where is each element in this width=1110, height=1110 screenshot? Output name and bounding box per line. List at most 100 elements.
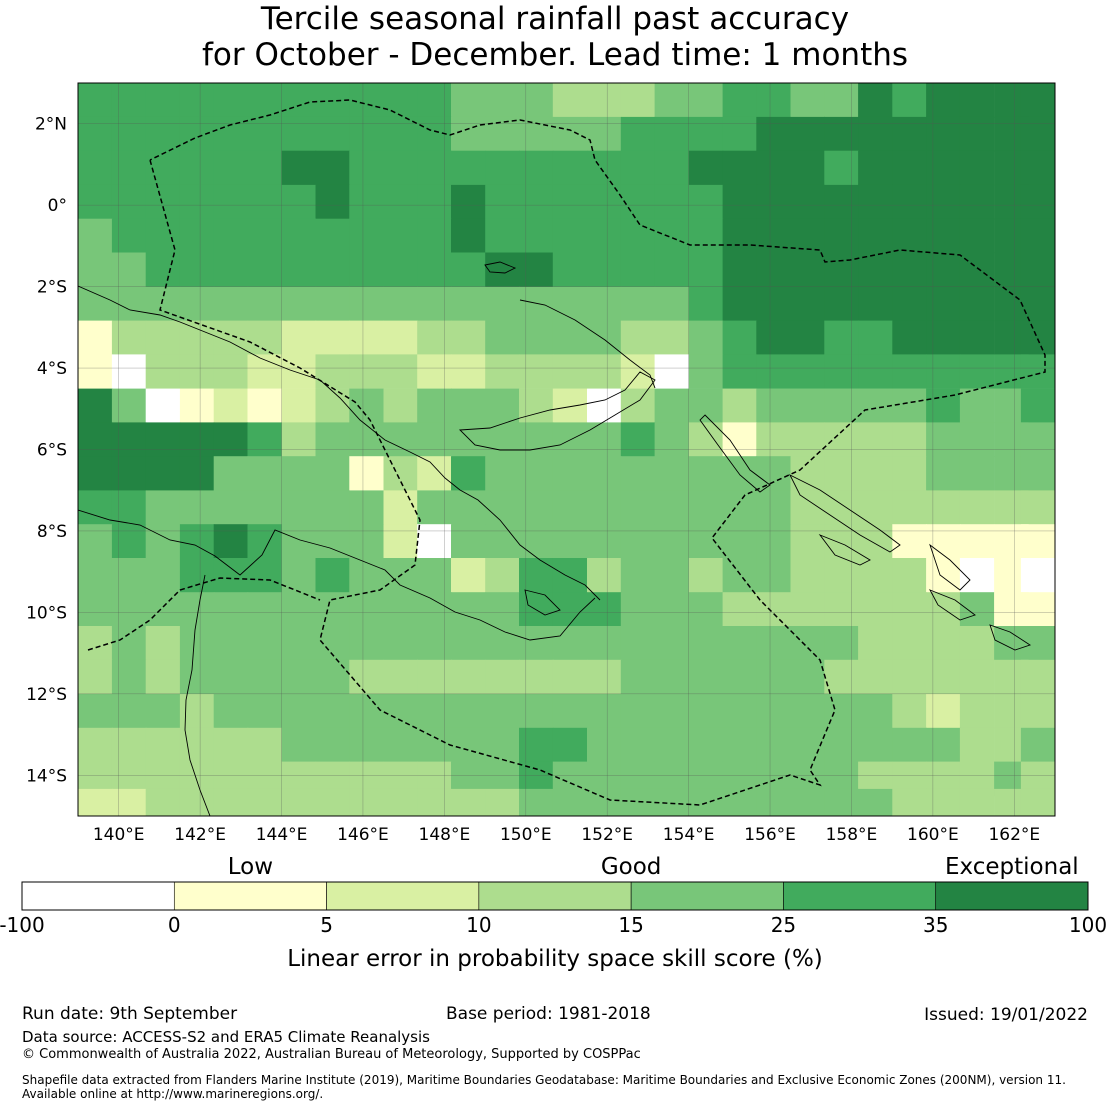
heatmap-cell xyxy=(111,524,147,559)
latitude-tick-label: 6°S xyxy=(37,441,67,461)
heatmap-cell xyxy=(959,116,995,152)
heatmap-cell xyxy=(349,184,384,220)
heatmap-cell xyxy=(926,184,961,220)
heatmap-cell xyxy=(519,727,554,763)
heatmap-cell xyxy=(620,788,656,816)
heatmap-cell xyxy=(790,422,825,457)
heatmap-cell xyxy=(858,388,893,424)
heatmap-cell xyxy=(247,788,282,816)
heatmap-cell xyxy=(722,388,758,424)
heatmap-cell xyxy=(654,626,690,661)
heatmap-cell xyxy=(654,286,690,322)
coastline-solomons-makira xyxy=(929,589,976,621)
coastline-solomons-malaita xyxy=(929,543,971,591)
heatmap-cell xyxy=(790,354,825,389)
heatmap-cell xyxy=(620,150,656,186)
heatmap-cell xyxy=(824,558,859,593)
heatmap-cell xyxy=(519,524,554,559)
heatmap-cell xyxy=(247,218,282,254)
heatmap-cell xyxy=(247,694,282,729)
heatmap-cell xyxy=(315,788,350,816)
heatmap-cell xyxy=(145,320,181,356)
heatmap-cell xyxy=(247,592,282,627)
heatmap-cell xyxy=(654,150,690,186)
heatmap-cell xyxy=(485,456,520,491)
longitude-tick-label: 144°E xyxy=(256,825,308,845)
heatmap-cell xyxy=(451,116,486,152)
heatmap-cell xyxy=(688,150,724,186)
heatmap-cell xyxy=(892,422,927,457)
heatmap-cell xyxy=(1020,788,1055,816)
heatmap-cell xyxy=(179,354,215,389)
heatmap-cell xyxy=(926,694,961,729)
heatmap-cell xyxy=(451,592,486,627)
heatmap-cell xyxy=(587,592,622,627)
heatmap-cell xyxy=(315,456,350,491)
heatmap-cell xyxy=(959,727,995,763)
latitude-tick-label: 0° xyxy=(48,196,67,216)
heatmap-cell xyxy=(179,659,215,695)
heatmap-cell xyxy=(349,320,384,356)
heatmap-cell xyxy=(587,558,622,593)
heatmap-cell xyxy=(959,422,995,457)
skill-score-map: 140°E 142°E 144°E 146°E 148°E 150°E 152°E 154°E… xyxy=(0,82,1107,972)
latitude-tick-label: 4°S xyxy=(37,359,67,379)
latitude-tick-label: 10°S xyxy=(26,603,67,623)
heatmap-cell xyxy=(620,184,656,220)
heatmap-cell xyxy=(552,524,588,559)
heatmap-cell xyxy=(620,626,656,661)
heatmap-cell xyxy=(349,252,384,287)
heatmap-cell xyxy=(620,218,656,254)
heatmap-cell xyxy=(959,490,995,525)
heatmap-cell xyxy=(654,727,690,763)
heatmap-cell xyxy=(111,83,147,118)
heatmap-cell xyxy=(552,320,588,356)
heatmap-cell xyxy=(315,388,350,424)
heatmap-cell xyxy=(688,184,724,220)
heatmap-cell xyxy=(654,422,690,457)
heatmap-cell xyxy=(654,354,690,389)
heatmap-cell xyxy=(858,83,893,118)
heatmap-cell xyxy=(179,592,215,627)
heatmap-cell xyxy=(790,694,825,729)
heatmap-cell xyxy=(519,252,554,287)
heatmap-cell xyxy=(417,422,452,457)
heatmap-cell xyxy=(824,422,859,457)
heatmap-cell xyxy=(485,388,520,424)
heatmap-cell xyxy=(78,184,113,220)
heatmap-cell xyxy=(587,320,622,356)
heatmap-cell xyxy=(1020,694,1055,729)
heatmap-cell xyxy=(417,252,452,287)
heatmap-cell xyxy=(383,116,418,152)
heatmap-cell xyxy=(959,788,995,816)
heatmap-cell xyxy=(959,388,995,424)
heatmap-cell xyxy=(78,727,113,763)
heatmap-cell xyxy=(892,388,927,424)
heatmap-cell xyxy=(756,592,791,627)
heatmap-cell xyxy=(790,659,825,695)
heatmap-cell xyxy=(552,218,588,254)
heatmap-cell xyxy=(485,727,520,763)
heatmap-cell xyxy=(959,626,995,661)
heatmap-cell xyxy=(892,184,927,220)
shapefile-credit-line-1: Shapefile data extracted from Flanders M… xyxy=(22,1073,1066,1087)
heatmap-cell xyxy=(485,286,520,322)
heatmap-cell xyxy=(111,659,147,695)
heatmap-cell xyxy=(790,184,825,220)
heatmap-cell xyxy=(315,694,350,729)
heatmap-cell xyxy=(824,388,859,424)
heatmap-cell xyxy=(654,558,690,593)
heatmap-cell xyxy=(417,626,452,661)
heatmap-cell xyxy=(111,116,147,152)
heatmap-cell xyxy=(213,388,249,424)
heatmap-cell xyxy=(485,558,520,593)
heatmap-cell xyxy=(926,659,961,695)
longitude-tick-labels: 140°E 142°E 144°E 146°E 148°E 150°E 152°E 154°E… xyxy=(93,825,1040,845)
heatmap-cell xyxy=(111,558,147,593)
heatmap-cell xyxy=(451,524,486,559)
heatmap-cell xyxy=(587,524,622,559)
heatmap-cell xyxy=(485,252,520,287)
heatmap-cell xyxy=(111,727,147,763)
colorbar-tick-label: 0 xyxy=(168,913,181,937)
heatmap-cell xyxy=(349,83,384,118)
